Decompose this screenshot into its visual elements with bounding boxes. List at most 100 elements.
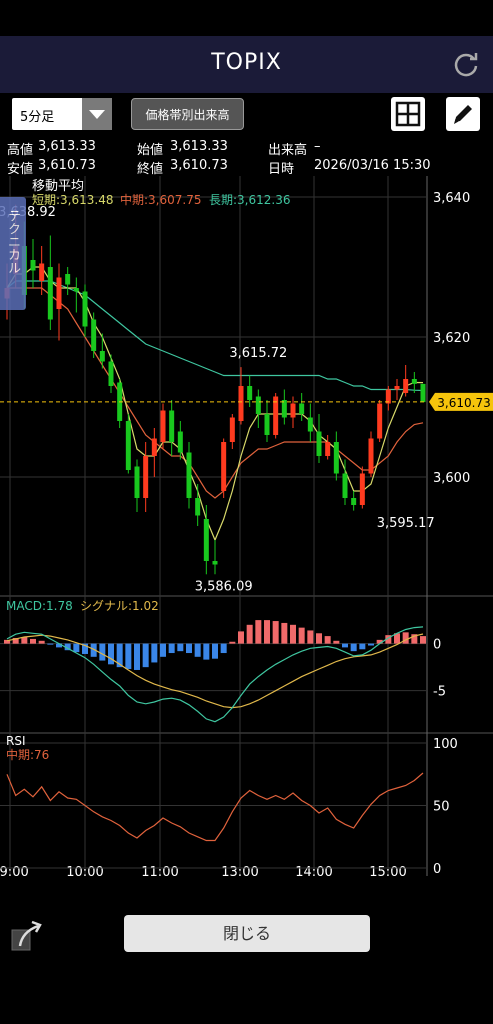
candle-body <box>143 456 149 498</box>
macd-histogram-bar <box>99 643 106 661</box>
status-bar <box>0 0 493 36</box>
macd-histogram-bar <box>298 627 305 644</box>
candle-body <box>247 386 253 400</box>
candle-body <box>420 383 426 403</box>
candle-body <box>30 260 36 271</box>
macd-histogram-bar <box>12 637 19 644</box>
candle-body <box>151 438 157 456</box>
macd-histogram-bar <box>368 643 374 646</box>
macd-histogram-bar <box>64 643 71 651</box>
candle-body <box>264 414 270 435</box>
macd-histogram-bar <box>307 630 314 644</box>
high-value: 3,613.33 <box>38 139 96 154</box>
macd-histogram-bar <box>420 636 426 644</box>
candle-body <box>39 263 45 281</box>
macd-histogram-bar <box>402 632 409 644</box>
share-icon[interactable] <box>10 918 46 952</box>
ma-legend-long: 長期:3,612.36 <box>209 193 290 207</box>
toolbar: 5分足 価格帯別出来高 <box>0 93 493 136</box>
low-label: 安値 <box>7 162 34 177</box>
datetime-label: 日時 <box>268 162 295 177</box>
macd-histogram-bar <box>30 638 36 644</box>
macd-histogram-bar <box>333 640 340 644</box>
macd-histogram-bar <box>272 621 279 644</box>
low-value: 3,610.73 <box>38 158 96 173</box>
candle-body <box>368 438 374 474</box>
candle-body <box>342 473 348 498</box>
candle-body <box>82 291 88 327</box>
macd-histogram-bar <box>194 643 201 657</box>
macd-histogram-bar <box>47 643 54 645</box>
volume-by-price-button[interactable]: 価格帯別出来高 <box>131 98 244 130</box>
macd-histogram-bar <box>108 643 114 665</box>
volume-label: 出来高 <box>268 143 308 158</box>
macd-histogram-bar <box>281 622 288 644</box>
candle-body <box>290 403 296 418</box>
x-tick-label: 10:00 <box>66 865 103 876</box>
macd-histogram-bar <box>38 640 45 644</box>
price-tick-label: 3,600 <box>433 471 470 486</box>
macd-histogram-bar <box>376 639 383 644</box>
price-annotation: 3,586.09 <box>195 579 253 594</box>
grid-layout-button[interactable] <box>391 97 425 131</box>
price-tick-label: 3,640 <box>433 191 470 206</box>
open-label: 始値 <box>137 143 164 158</box>
candle-body <box>125 421 131 470</box>
page-title: TOPIX <box>211 50 282 75</box>
pencil-icon <box>454 105 472 124</box>
current-price-tag <box>429 392 493 411</box>
close-label: 終値 <box>137 162 164 177</box>
macd-histogram-bar <box>203 643 210 660</box>
interval-select[interactable]: 5分足 <box>12 98 112 130</box>
candle-body <box>56 277 62 309</box>
title-bar: TOPIX <box>0 36 493 93</box>
candle-body <box>134 466 140 498</box>
rsi-line <box>6 772 424 842</box>
ma-mid-line <box>7 287 424 499</box>
current-price-label: 3,610.73 <box>437 396 490 410</box>
candle-body <box>316 431 322 456</box>
grid-icon <box>395 101 421 127</box>
stock-chart[interactable]: 09:00 10:00 11:00 13:00 14:00 15:00 3,640 3,620… <box>0 176 493 876</box>
candle-body <box>351 498 357 505</box>
candle-body <box>255 396 261 414</box>
macd-histogram-bar <box>90 643 97 657</box>
close-button[interactable]: 閉じる <box>124 915 370 952</box>
macd-histogram-bar <box>342 643 348 648</box>
price-annotation: 3,615.72 <box>229 346 287 361</box>
macd-histogram-bar <box>142 643 149 668</box>
high-label: 高値 <box>7 143 34 158</box>
macd-histogram-bar <box>316 633 322 644</box>
refresh-icon[interactable] <box>451 50 481 80</box>
macd-histogram-bar <box>73 643 80 653</box>
macd-histogram-bar <box>246 624 253 644</box>
macd-histogram-bar <box>56 643 62 648</box>
x-tick-label: 11:00 <box>141 865 178 876</box>
candle-body <box>108 361 114 386</box>
ma-legend-mid: 中期:3,607.75 <box>120 192 201 207</box>
rsi-tick-label: 50 <box>433 800 450 815</box>
close-value: 3,610.73 <box>170 158 228 173</box>
price-annotation: 3,595.17 <box>377 516 435 531</box>
x-tick-label: 14:00 <box>295 865 332 876</box>
draw-button[interactable] <box>446 97 480 131</box>
plot-area <box>0 176 427 876</box>
technical-tab[interactable]: テクニカル <box>0 197 26 310</box>
macd-histogram-bar <box>134 643 140 670</box>
x-tick-label: 13:00 <box>221 865 258 876</box>
macd-tick-label: -5 <box>433 685 446 700</box>
macd-histogram-bar <box>168 643 175 654</box>
macd-histogram-bar <box>116 643 123 668</box>
rsi-legend-mid: 中期:76 <box>6 747 49 762</box>
macd-histogram-bar <box>255 620 262 644</box>
ma-legend-title: 移動平均 <box>32 179 84 194</box>
candle-body <box>238 386 244 421</box>
candle-body <box>160 410 166 442</box>
macd-histogram-bar <box>264 620 270 644</box>
macd-tick-label: 0 <box>433 638 441 653</box>
macd-signal-line <box>6 633 424 709</box>
macd-histogram-bar <box>238 631 244 644</box>
candle-body <box>65 274 71 285</box>
macd-histogram-bar <box>82 643 88 654</box>
macd-line <box>6 626 424 723</box>
